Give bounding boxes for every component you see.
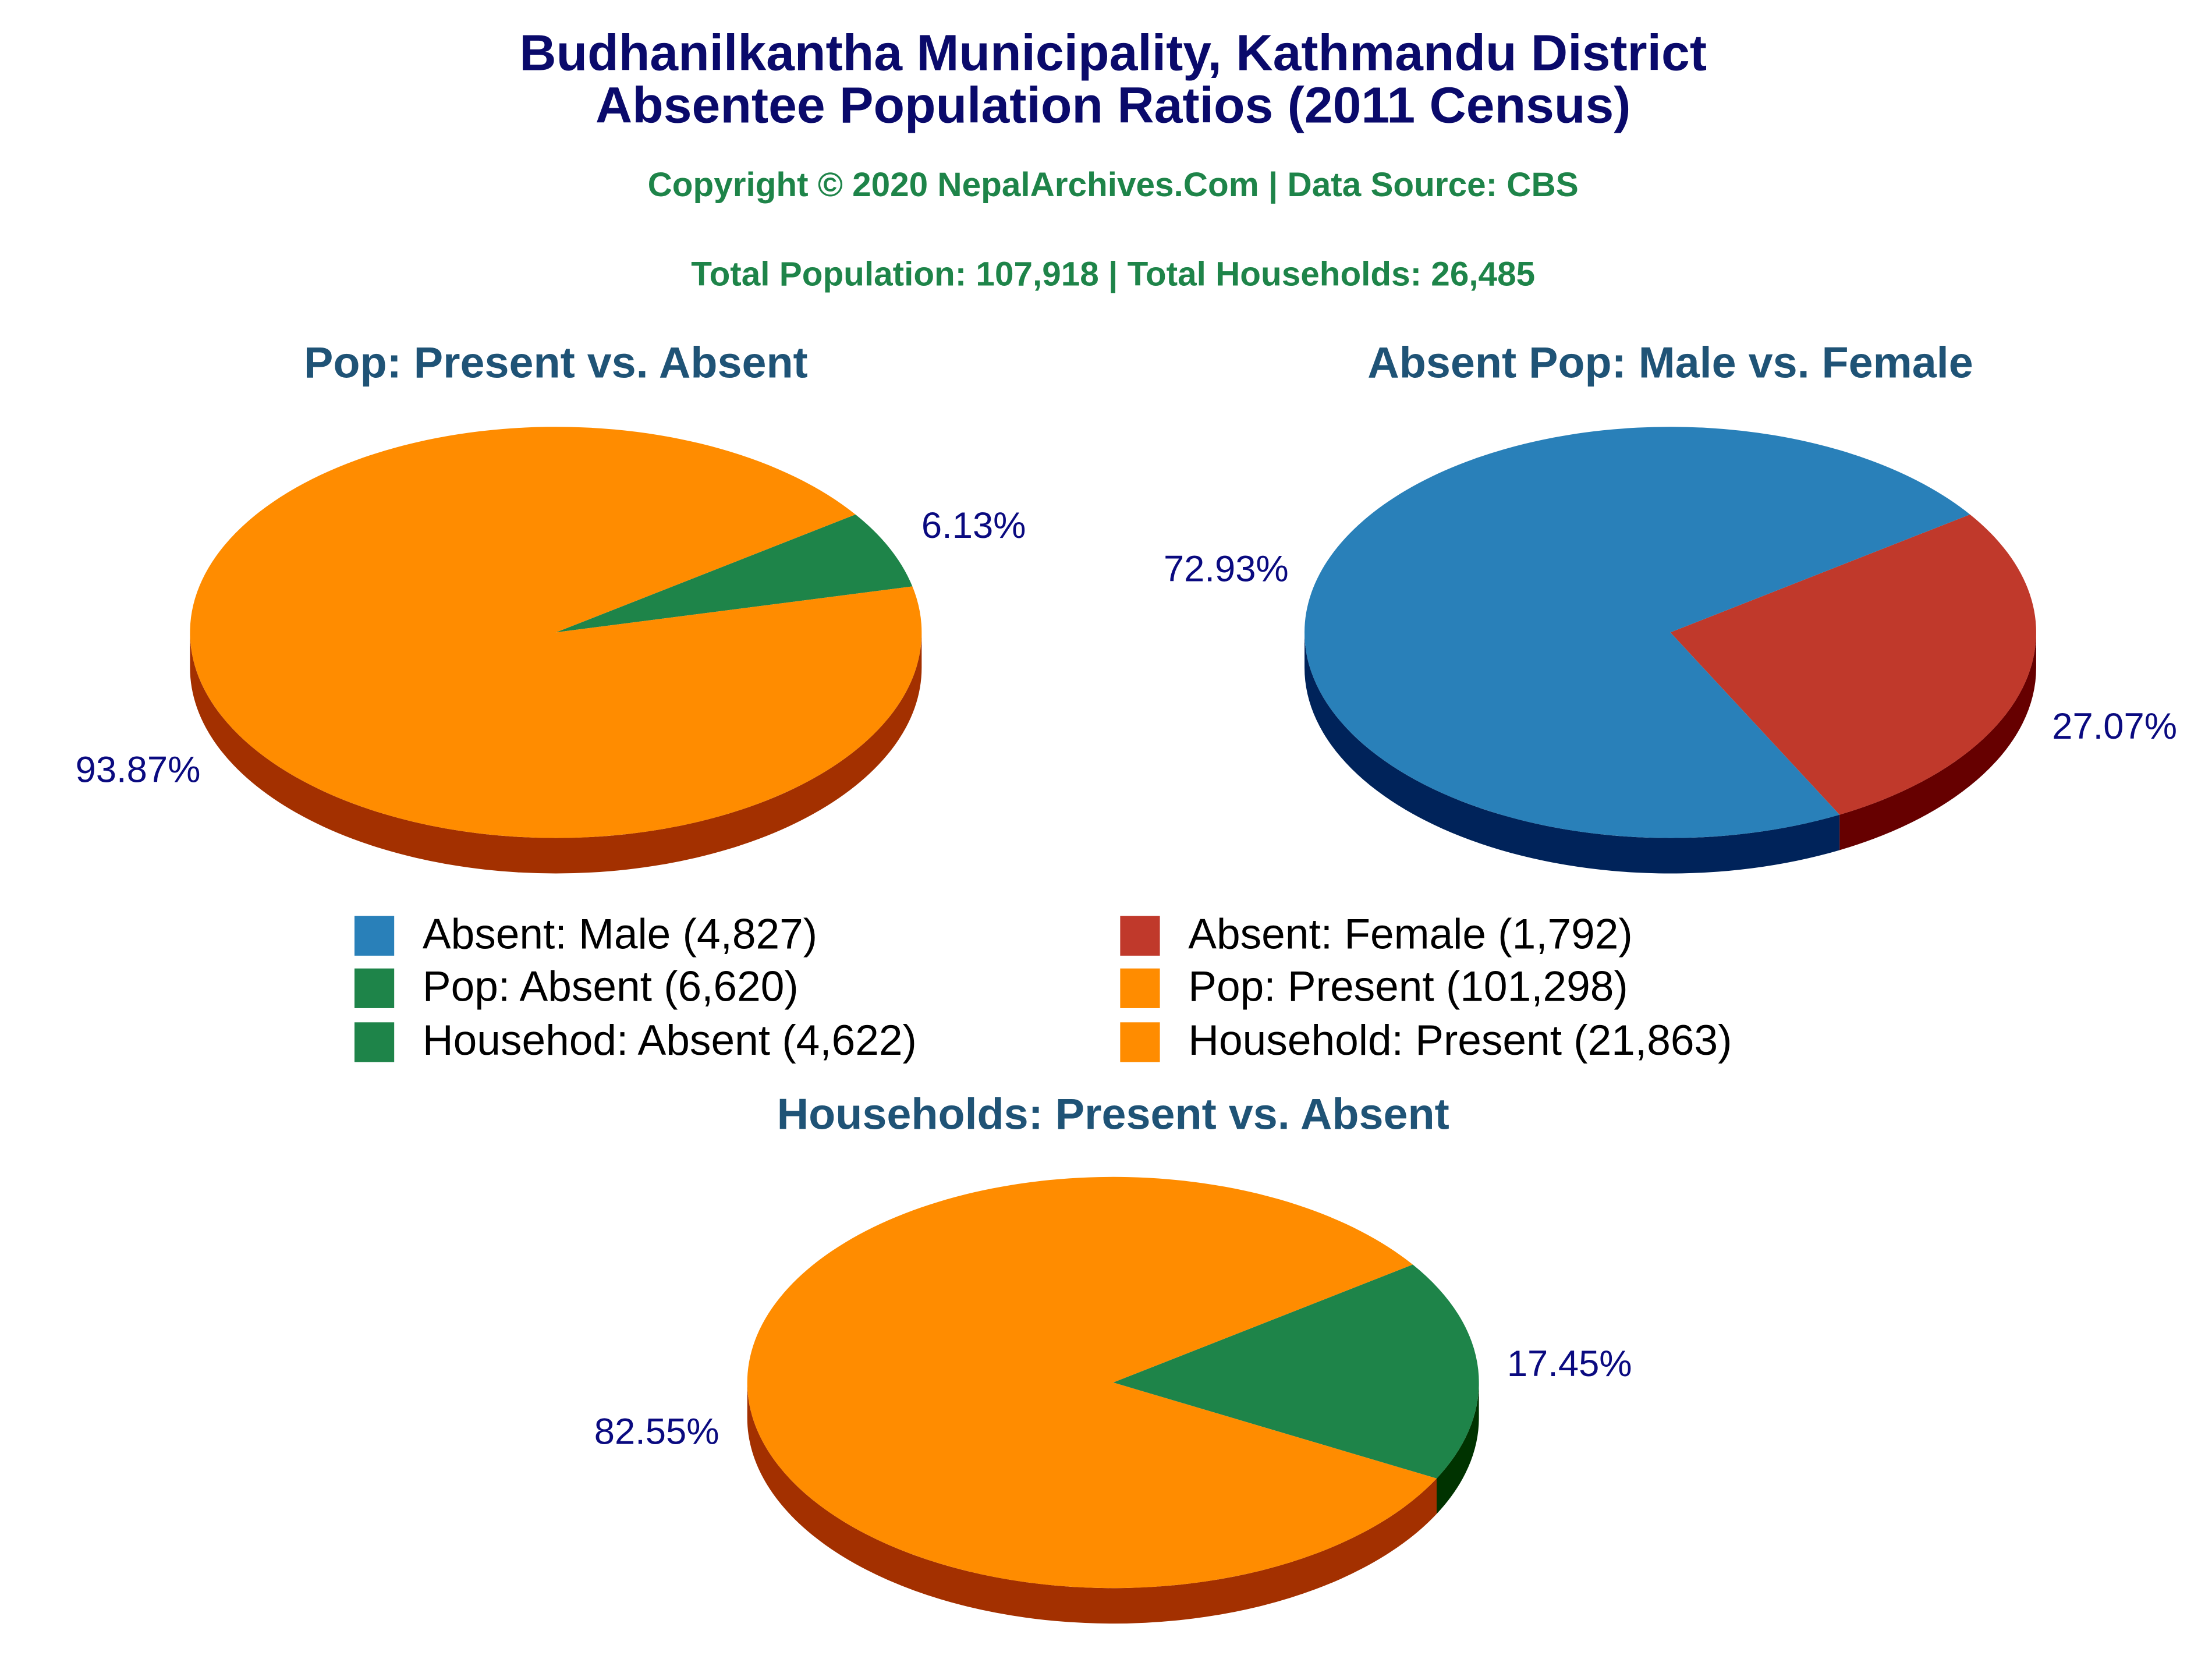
pie-title: Households: Present vs. Absent [777, 1090, 1449, 1139]
legend-label: Pop: Absent (6,620) [423, 963, 799, 1011]
pie-slice [1304, 427, 1970, 838]
pie-side [190, 632, 922, 874]
value-label: 6.13% [921, 505, 1026, 546]
legend-swatch [354, 1022, 395, 1062]
pie-slice [747, 1176, 1437, 1589]
value-label: 17.45% [1507, 1343, 1632, 1384]
legend-swatch [354, 968, 395, 1008]
pie-side [747, 1383, 1437, 1624]
pie-side [1437, 1383, 1479, 1514]
pie-side [1304, 632, 1840, 874]
legend-swatch [1120, 1022, 1160, 1062]
legend-label: Absent: Female (1,792) [1188, 910, 1632, 958]
pie-title: Absent Pop: Male vs. Female [1367, 338, 1973, 387]
legend-swatch [1120, 916, 1160, 956]
value-label: 27.07% [2052, 706, 2177, 747]
value-label: 82.55% [594, 1411, 719, 1452]
legend-label: Pop: Present (101,298) [1188, 963, 1628, 1011]
pies: 6.13% 93.87% 27.07% 72.93% 17.45% 82.55% [76, 427, 2177, 1624]
pie-slice [555, 514, 913, 633]
value-label: 93.87% [76, 749, 201, 790]
main-title: Budhanilkantha Municipality, Kathmandu D… [519, 24, 1707, 81]
pie-slice [1670, 514, 2036, 815]
main-title: Absentee Population Ratios (2011 Census) [595, 77, 1631, 134]
legend-label: Househod: Absent (4,622) [423, 1017, 917, 1064]
legend-label: Household: Present (21,863) [1188, 1017, 1732, 1064]
pie-slice [190, 427, 922, 838]
subtitle: Copyright © 2020 NepalArchives.Com | Dat… [648, 166, 1579, 204]
value-label: 72.93% [1164, 548, 1289, 589]
pie-slice [1113, 1264, 1479, 1479]
pie-title: Pop: Present vs. Absent [304, 338, 808, 387]
legend-label: Absent: Male (4,827) [423, 910, 817, 958]
pie-side [1839, 632, 2036, 850]
legend-swatch [354, 916, 395, 956]
totals: Total Population: 107,918 | Total Househ… [691, 255, 1535, 293]
legend-swatch [1120, 968, 1160, 1008]
legend: Absent: Male (4,827) Absent: Female (1,7… [354, 910, 1732, 1064]
